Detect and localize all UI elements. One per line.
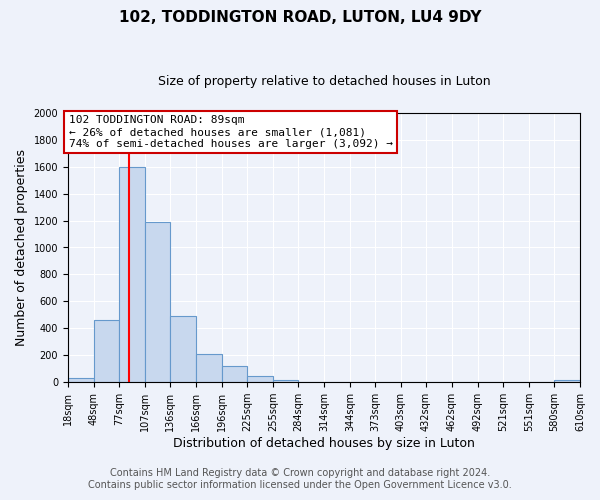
Bar [170,316,196,382]
Bar [94,320,119,382]
Bar [222,366,247,382]
Bar [68,378,94,382]
Bar [196,354,222,382]
Bar [273,380,298,382]
Bar [119,166,145,382]
X-axis label: Distribution of detached houses by size in Luton: Distribution of detached houses by size … [173,437,475,450]
Bar [145,222,170,382]
Text: 102, TODDINGTON ROAD, LUTON, LU4 9DY: 102, TODDINGTON ROAD, LUTON, LU4 9DY [119,10,481,25]
Bar [247,376,273,382]
Bar [554,380,580,382]
Title: Size of property relative to detached houses in Luton: Size of property relative to detached ho… [158,75,490,88]
Text: Contains HM Land Registry data © Crown copyright and database right 2024.
Contai: Contains HM Land Registry data © Crown c… [88,468,512,490]
Y-axis label: Number of detached properties: Number of detached properties [15,149,28,346]
Text: 102 TODDINGTON ROAD: 89sqm
← 26% of detached houses are smaller (1,081)
74% of s: 102 TODDINGTON ROAD: 89sqm ← 26% of deta… [69,116,393,148]
